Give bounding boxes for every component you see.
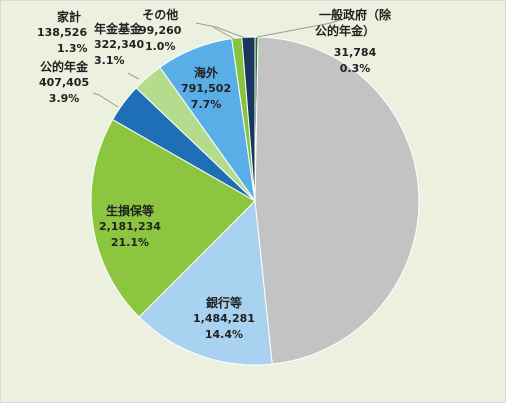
label-govt-pct: 0.3% (339, 62, 371, 75)
label-household-value: 138,526 (37, 26, 88, 39)
leader-line-public-pension (92, 92, 119, 108)
pie-slices (90, 36, 420, 366)
label-other-value: 99,260 (139, 24, 182, 37)
label-pension-fund: 年金基金 322,340 3.1% (94, 21, 144, 69)
label-insurance-value: 2,181,234 (99, 220, 161, 233)
label-overseas-name: 海外 (194, 66, 219, 80)
label-household: 家計 138,526 1.3% (37, 9, 88, 57)
label-other-name: その他 (142, 8, 179, 22)
label-govt-name-1: 一般政府（除 (319, 8, 392, 22)
label-insurance-name: 生損保等 (105, 204, 154, 218)
label-bank-pct: 14.4% (204, 328, 244, 341)
label-govt-value: 31,784 (333, 46, 377, 59)
label-household-name: 家計 (57, 10, 82, 24)
label-pension-fund-pct: 3.1% (94, 54, 125, 67)
label-pension-fund-value: 322,340 (94, 38, 145, 51)
label-public-pension: 公的年金 407,405 3.9% (39, 59, 89, 107)
label-bank-value: 1,484,281 (193, 312, 255, 325)
label-insurance: 生損保等 2,181,234 21.1% (99, 203, 161, 251)
label-bank: 銀行等 1,484,281 14.4% (193, 295, 255, 343)
label-overseas-pct: 7.7% (190, 98, 222, 111)
leader-line-pension-fund (127, 72, 140, 80)
pie-slice-bank (138, 199, 273, 366)
leader-lines (92, 18, 344, 108)
label-household-pct: 1.3% (57, 42, 88, 55)
label-other: その他 99,260 1.0% (139, 7, 181, 55)
label-overseas-value: 791,502 (181, 82, 232, 95)
label-bank-name: 銀行等 (205, 296, 242, 310)
pie-slice-household (241, 36, 256, 202)
label-other-pct: 1.0% (144, 40, 176, 53)
leader-line-other (195, 22, 246, 39)
leader-line-govt (256, 18, 344, 38)
label-pension-fund-name: 年金基金 (94, 22, 143, 36)
label-public-pension-value: 407,405 (39, 76, 90, 89)
label-govt-name-2: 公的年金） (315, 24, 376, 38)
pie-slice-insurance (90, 118, 256, 318)
label-general-government: 一般政府（除 公的年金） 31,784 0.3% (315, 7, 392, 77)
pie-slice-unlabeled (254, 36, 420, 365)
leader-line-household (212, 26, 237, 41)
label-insurance-pct: 21.1% (110, 236, 150, 249)
label-overseas: 海外 791,502 7.7% (181, 65, 231, 113)
label-public-pension-name: 公的年金 (40, 60, 89, 74)
label-public-pension-pct: 3.9% (48, 92, 80, 105)
